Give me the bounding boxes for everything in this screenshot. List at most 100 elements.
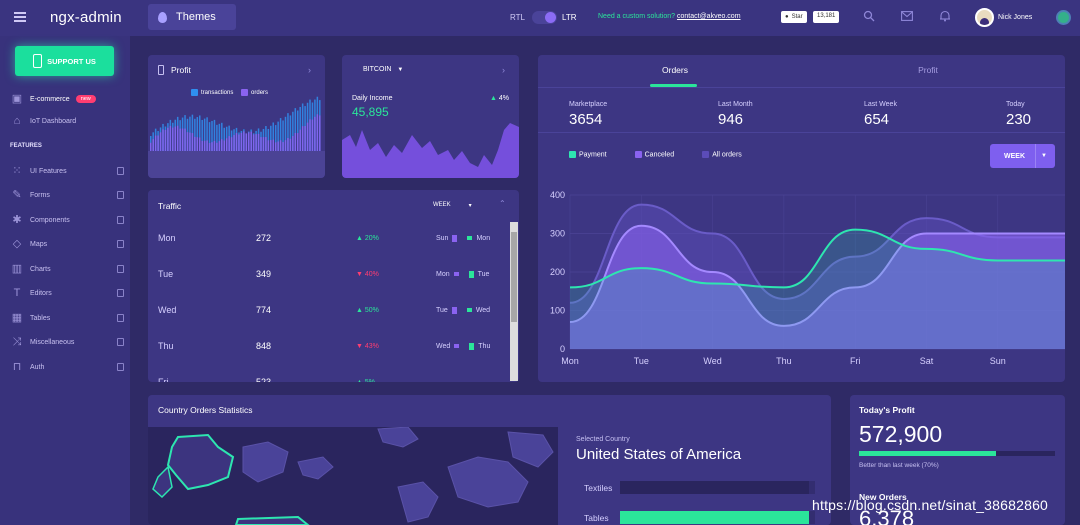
- sidebar-item-iot-dashboard[interactable]: ⌂ IoT Dashboard: [10, 111, 128, 131]
- profit-bar: [191, 133, 194, 151]
- keypad-icon: ⁙: [12, 165, 22, 177]
- profit-bar: [250, 131, 252, 151]
- sidebar-item-ecommerce[interactable]: ▣ E-commerce new: [10, 89, 128, 109]
- traffic-row: Fri 523 ▲ 5%: [158, 364, 503, 382]
- traffic-period-select[interactable]: WEEK ▾: [433, 202, 472, 209]
- country-title: Country Orders Statistics: [158, 405, 253, 415]
- contact-link[interactable]: contact@akveo.com: [677, 13, 741, 20]
- profit-bar: [277, 141, 279, 151]
- x-tick-label: Sat: [920, 356, 934, 366]
- chevron-up-icon[interactable]: ⌃: [499, 199, 506, 208]
- compare-bar: [469, 342, 475, 350]
- sidebar-item-ui-features[interactable]: ⁙ UI Features: [10, 161, 128, 181]
- chevron-right-icon[interactable]: ›: [502, 65, 505, 75]
- profit-legend: transactions orders: [191, 89, 268, 96]
- sidebar-item-forms[interactable]: ✎ Forms: [10, 185, 128, 205]
- profit-bar: [267, 128, 270, 151]
- tab-orders[interactable]: Orders: [662, 65, 688, 75]
- category-label: Tables: [584, 513, 609, 523]
- scrollbar-track[interactable]: [510, 222, 518, 381]
- profit-bar: [248, 132, 250, 151]
- profit-bar: [157, 135, 159, 151]
- compare-from: Sun: [436, 234, 449, 242]
- support-us-button[interactable]: SUPPORT US: [15, 46, 114, 76]
- world-map[interactable]: [148, 426, 558, 525]
- compare-to: Tue: [477, 270, 490, 278]
- chevron-icon: [117, 314, 124, 322]
- sidebar-item-tables[interactable]: ▦ Tables: [10, 308, 128, 328]
- support-label: SUPPORT US: [47, 56, 96, 66]
- github-star-button[interactable]: ● Star: [781, 11, 807, 23]
- profit-bar: [309, 119, 311, 151]
- chevron-icon: [117, 338, 124, 346]
- profit-bar: [208, 122, 211, 151]
- orders-legend: Payment Canceled All orders: [569, 151, 742, 158]
- custom-solution-text: Need a custom solution? contact@akveo.co…: [598, 13, 741, 20]
- search-icon[interactable]: [862, 10, 876, 24]
- themes-button[interactable]: Themes: [148, 4, 236, 30]
- profit-bar: [199, 137, 201, 151]
- traffic-day: Thu: [158, 341, 174, 351]
- orders-card: Orders Profit Marketplace 3654 Last Month…: [538, 55, 1065, 382]
- traffic-compare: Mon Tue: [436, 270, 490, 278]
- scrollbar-thumb[interactable]: [511, 232, 517, 322]
- sidebar-item-auth[interactable]: ⊓ Auth: [10, 357, 128, 377]
- profit-bar: [162, 129, 164, 151]
- ltr-label: LTR: [562, 13, 577, 22]
- legend-label: orders: [251, 90, 269, 97]
- sidebar-item-components[interactable]: ✱ Components: [10, 210, 128, 230]
- traffic-value: 523: [256, 377, 272, 382]
- profit-bar: [213, 140, 216, 151]
- phone-icon: [158, 65, 164, 75]
- sidebar-item-maps[interactable]: ◇ Maps: [10, 234, 128, 254]
- caret-down-icon: ▾: [468, 203, 472, 209]
- sidebar-item-label: Tables: [30, 314, 51, 322]
- compare-from: Wed: [436, 342, 451, 350]
- user-avatar[interactable]: [975, 8, 994, 27]
- chevron-icon: [117, 240, 124, 248]
- profit-bar: [174, 126, 176, 151]
- category-bar-track: [620, 481, 815, 494]
- legend-canceled[interactable]: Canceled: [634, 151, 674, 158]
- legend-payment[interactable]: Payment: [569, 151, 607, 158]
- chevron-icon: [117, 363, 124, 371]
- sidebar-item-charts[interactable]: ▥ Charts: [10, 259, 128, 279]
- layout-direction-toggle[interactable]: [532, 11, 557, 24]
- profit-bar: [225, 138, 228, 151]
- daily-percent: ▲ 4%: [490, 95, 509, 102]
- profit-bar: [238, 134, 240, 151]
- menu-icon[interactable]: [14, 12, 26, 22]
- profit-bar: [223, 127, 225, 151]
- tab-profit[interactable]: Profit: [918, 65, 938, 75]
- traffic-change-value: 40%: [364, 270, 379, 278]
- legend-all-orders[interactable]: All orders: [702, 151, 742, 158]
- traffic-row: Mon 272 ▲ 20% Sun Mon: [158, 220, 503, 256]
- profit-bar: [289, 115, 292, 151]
- traffic-compare: Tue Wed: [436, 306, 490, 314]
- app-logo[interactable]: ngx-admin: [50, 9, 122, 26]
- profit-bar: [213, 119, 216, 151]
- orders-period-value: WEEK: [1004, 152, 1025, 160]
- stat-label: Last Month: [718, 101, 753, 108]
- sidebar-item-miscellaneous[interactable]: ⤨ Miscellaneous: [10, 332, 128, 352]
- orders-period-select[interactable]: WEEK ▼: [990, 144, 1055, 168]
- profit-bar: [191, 114, 194, 151]
- currency-select[interactable]: BITCOIN ▼: [363, 66, 403, 73]
- x-tick-label: Wed: [703, 356, 721, 366]
- profit-bar: [297, 110, 299, 151]
- mail-icon[interactable]: [900, 10, 914, 24]
- category-bar: [620, 511, 810, 524]
- profit-bar: [194, 136, 196, 151]
- globe-icon[interactable]: [1056, 10, 1071, 25]
- user-name[interactable]: Nick Jones: [998, 14, 1033, 21]
- traffic-change-value: 43%: [364, 342, 379, 350]
- profit-bar: [150, 142, 152, 151]
- profit-bar: [294, 132, 297, 151]
- profit-bar: [211, 142, 213, 151]
- bell-icon[interactable]: [938, 10, 952, 24]
- sidebar-item-editors[interactable]: T Editors: [10, 283, 128, 303]
- profit-bar: [218, 123, 221, 151]
- traffic-change-value: 20%: [364, 234, 379, 242]
- chevron-right-icon[interactable]: ›: [308, 65, 311, 75]
- sidebar-item-label: IoT Dashboard: [30, 117, 77, 125]
